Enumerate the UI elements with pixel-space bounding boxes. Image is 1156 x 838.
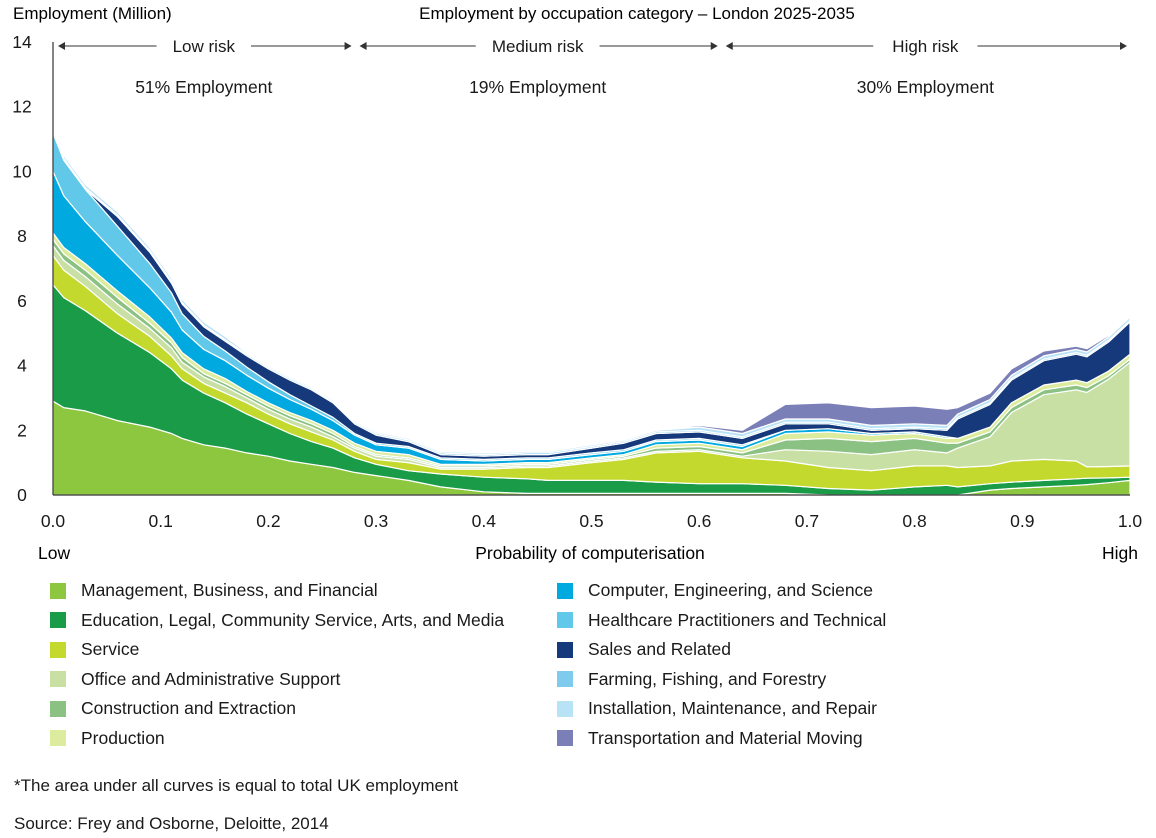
footnote: *The area under all curves is equal to t… — [14, 776, 459, 795]
x-tick-label: 1.0 — [1118, 511, 1143, 531]
arrow-head-left — [725, 42, 733, 50]
legend-swatch — [557, 582, 573, 599]
legend-item: Production — [50, 728, 165, 749]
source-note: Source: Frey and Osborne, Deloitte, 2014 — [14, 814, 329, 833]
legend-item: Management, Business, and Financial — [50, 580, 378, 601]
x-tick-label: 0.4 — [472, 511, 497, 531]
legend-swatch — [50, 671, 66, 687]
area-series-12 — [52, 127, 1131, 454]
legend-swatch — [557, 671, 573, 687]
arrow-head-left — [58, 42, 65, 50]
x-tick-label: 0.8 — [902, 511, 926, 531]
risk-band-share: 19% Employment — [469, 77, 606, 97]
legend-item: Sales and Related — [557, 639, 731, 660]
x-tick-label: 0.3 — [364, 511, 388, 531]
x-tick-label: 0.7 — [795, 511, 819, 531]
legend-label: Service — [81, 639, 140, 659]
legend-label: Computer, Engineering, and Science — [588, 580, 874, 600]
legend-swatch — [50, 612, 66, 628]
legend-label: Installation, Maintenance, and Repair — [588, 698, 877, 718]
risk-band-2: Medium risk 19% Employment — [359, 37, 718, 97]
legend-swatch — [557, 730, 573, 746]
legend-item: Healthcare Practitioners and Technical — [557, 610, 886, 631]
legend-swatch — [557, 700, 573, 717]
risk-band-share: 51% Employment — [135, 77, 272, 97]
legend-swatch — [50, 582, 66, 599]
legend-item: Computer, Engineering, and Science — [557, 580, 873, 601]
legend-swatch — [557, 612, 573, 628]
y-tick-label: 14 — [12, 32, 32, 52]
legend-label: Production — [81, 727, 165, 748]
legend-swatch — [50, 641, 66, 658]
x-tick-label: 0.5 — [579, 511, 603, 531]
risk-band-label: Medium risk — [492, 37, 584, 56]
legend-item: Transportation and Material Moving — [557, 728, 863, 749]
legend-label: Healthcare Practitioners and Technical — [588, 609, 887, 630]
risk-band-1: Low risk 51% Employment — [58, 37, 352, 97]
y-tick-label: 4 — [17, 356, 27, 376]
stacked-areas — [52, 127, 1131, 496]
legend-swatch — [50, 730, 66, 746]
legend-swatch — [557, 641, 573, 658]
legend-item: Education, Legal, Community Service, Art… — [50, 610, 504, 631]
x-tick-label: 0.6 — [687, 511, 711, 531]
legend-swatch — [50, 700, 66, 717]
y-tick-label: 10 — [12, 161, 32, 181]
legend-label: Construction and Extraction — [81, 698, 296, 718]
x-low-label: Low — [38, 543, 70, 563]
legend-label: Transportation and Material Moving — [588, 727, 863, 748]
legend-item: Construction and Extraction — [50, 698, 296, 719]
y-tick-label: 6 — [17, 291, 27, 311]
y-tick-label: 8 — [17, 226, 27, 246]
y-axis-label: Employment (Million) — [13, 4, 172, 23]
x-tick-label: 0.2 — [256, 511, 280, 531]
risk-band-label: Low risk — [173, 37, 236, 56]
arrow-head-right — [1120, 42, 1127, 50]
legend-item: Farming, Fishing, and Forestry — [557, 669, 826, 690]
risk-band-share: 30% Employment — [857, 77, 994, 97]
legend-item: Office and Administrative Support — [50, 669, 340, 690]
y-tick-label: 0 — [17, 485, 27, 505]
x-tick-label: 0.1 — [149, 511, 173, 531]
x-tick-label: 0.0 — [41, 511, 66, 531]
legend-label: Sales and Related — [588, 639, 732, 659]
x-tick-label: 0.9 — [1010, 511, 1034, 531]
arrow-head-right — [710, 42, 718, 50]
y-tick-label: 12 — [12, 97, 31, 117]
risk-band-label: High risk — [892, 37, 959, 56]
legend-label: Office and Administrative Support — [81, 668, 341, 689]
x-high-label: High — [1102, 543, 1138, 563]
legend-label: Farming, Fishing, and Forestry — [588, 668, 827, 689]
legend-label: Education, Legal, Community Service, Art… — [81, 609, 505, 630]
arrow-head-right — [344, 42, 352, 50]
chart-title: Employment by occupation category – Lond… — [419, 4, 855, 23]
legend-item: Installation, Maintenance, and Repair — [557, 698, 877, 719]
y-tick-label: 2 — [17, 420, 27, 440]
legend-label: Management, Business, and Financial — [81, 580, 378, 600]
axes: 0 2 4 6 8 10 12 14 0.0 0.1 0.2 0.3 0.4 0.5 0.6 0.7 0.8 0.… — [12, 32, 1142, 531]
risk-band-3: High risk 30% Employment — [725, 37, 1127, 97]
arrow-head-left — [359, 42, 367, 50]
risk-bands: Low risk 51% Employment Medium risk 19% Emp… — [58, 37, 1127, 97]
legend-item: Service — [50, 639, 139, 660]
x-axis-label: Probability of computerisation — [475, 543, 705, 563]
